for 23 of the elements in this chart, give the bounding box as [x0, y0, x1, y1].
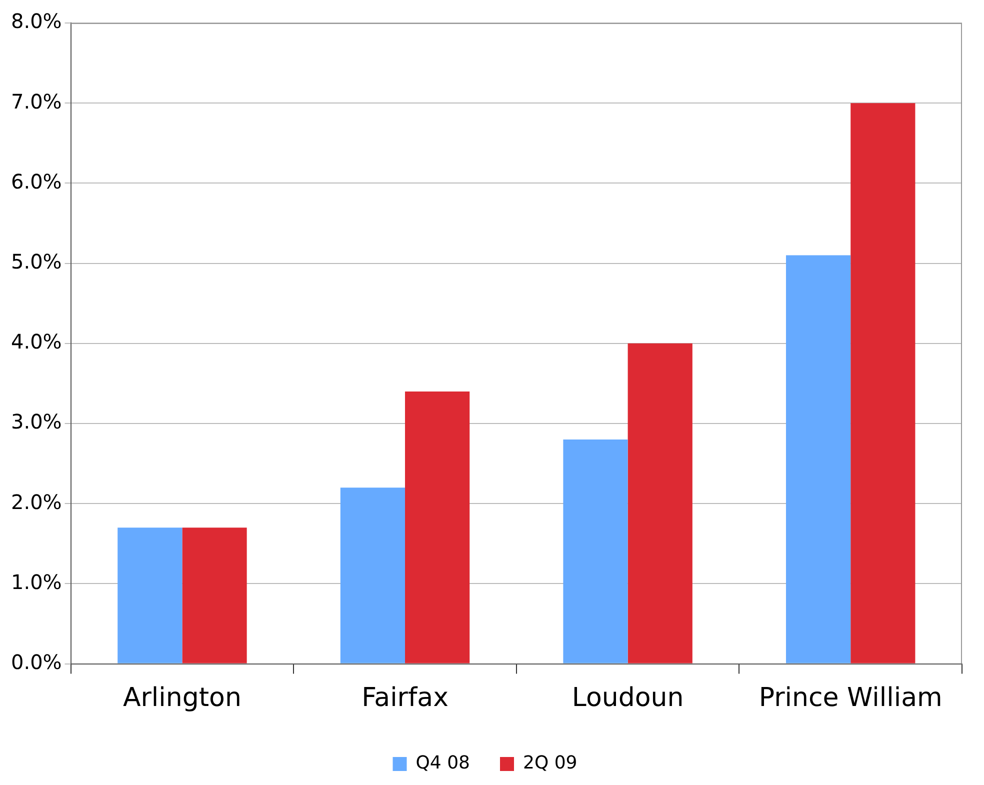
bar — [340, 488, 406, 664]
bar — [628, 343, 692, 664]
bar — [786, 255, 851, 664]
y-tick-label: 7.0% — [11, 89, 62, 114]
bar — [850, 103, 916, 664]
x-tick-label: Fairfax — [362, 683, 448, 714]
bar — [405, 391, 470, 664]
x-tick-label: Loudoun — [572, 683, 684, 714]
x-tick-label: Prince William — [758, 683, 942, 714]
y-tick-label: 6.0% — [11, 169, 62, 194]
y-tick-label: 5.0% — [11, 250, 62, 274]
y-tick-label: 4.0% — [11, 330, 62, 354]
y-tick-label: 0.0% — [11, 650, 62, 674]
legend-label: Q4 08 — [416, 752, 470, 774]
bar — [563, 440, 628, 664]
bar — [182, 528, 247, 664]
y-tick-label: 8.0% — [11, 9, 62, 34]
y-tick-label: 2.0% — [11, 490, 62, 514]
y-tick-label: 1.0% — [11, 570, 62, 594]
y-tick-label: 3.0% — [11, 410, 62, 434]
x-tick-label: Arlington — [122, 683, 242, 714]
legend-label: 2Q 09 — [523, 752, 578, 774]
bar — [118, 528, 182, 664]
